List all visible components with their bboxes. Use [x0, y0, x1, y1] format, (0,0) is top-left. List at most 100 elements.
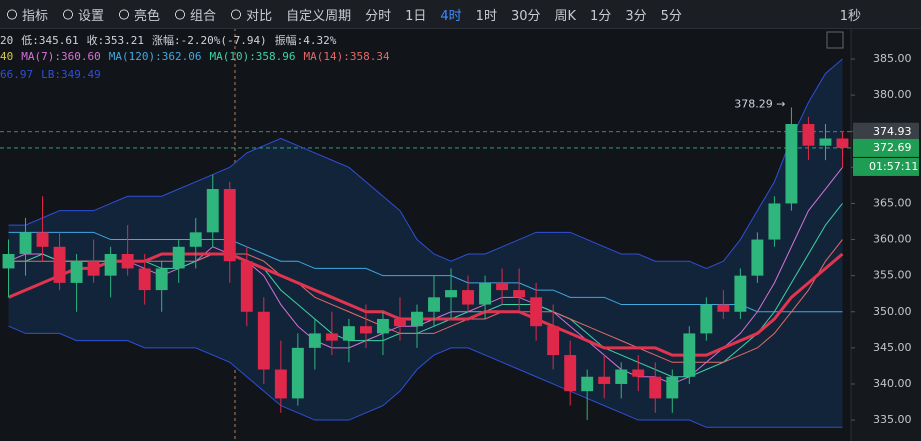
- period-button[interactable]: 分时: [365, 8, 392, 24]
- price-tag: [853, 122, 919, 141]
- period-button[interactable]: 30分: [510, 8, 541, 24]
- candle-body: [274, 369, 287, 399]
- candle-body: [581, 376, 594, 392]
- y-tick-label: 350.00: [873, 305, 912, 318]
- candle-body: [342, 326, 355, 341]
- candle-body: [598, 376, 611, 384]
- period-button[interactable]: 3分: [625, 8, 647, 24]
- candle-body: [53, 246, 66, 283]
- period-button[interactable]: 1分: [590, 8, 612, 24]
- candle-body: [530, 297, 543, 327]
- price-tag: [853, 138, 919, 157]
- y-tick-label: 365.00: [873, 196, 912, 209]
- y-tick-label: 360.00: [873, 233, 912, 246]
- candle-body: [87, 261, 100, 276]
- candle-body: [155, 268, 168, 291]
- price-tag-label: 374.93: [873, 125, 912, 138]
- candle-body: [70, 261, 83, 283]
- candle-body: [189, 232, 202, 247]
- period-menu[interactable]: 自定义周期: [286, 8, 352, 24]
- candle-body: [308, 333, 321, 348]
- candle-body: [683, 333, 696, 377]
- candle-body: [411, 311, 423, 327]
- period-button[interactable]: 1时: [475, 8, 497, 24]
- legend-entry: MA(7):360.60: [21, 50, 101, 63]
- candle-body: [359, 326, 372, 334]
- price-tag-label: 372.69: [873, 141, 912, 154]
- candle-body: [479, 282, 492, 305]
- candle-body: [649, 376, 662, 399]
- candle-body: [615, 369, 628, 384]
- legend-entry: MA(120):362.06: [108, 50, 202, 63]
- candle-body: [700, 304, 713, 334]
- candle-body: [291, 347, 304, 399]
- band-fill: [8, 59, 843, 428]
- candle-body: [836, 138, 849, 148]
- info-text: 振幅:4.32%: [274, 34, 337, 47]
- high-annotation: 378.29 →: [734, 97, 785, 110]
- tool-button[interactable]: 组合: [174, 4, 217, 24]
- legend-row: 66.97 LB:349.49: [0, 68, 109, 81]
- candle-body: [666, 376, 679, 399]
- y-tick-label: 380.00: [873, 88, 912, 101]
- countdown-tag: [853, 157, 919, 176]
- refresh-rate[interactable]: 1秒: [839, 8, 861, 24]
- candle-body: [734, 275, 747, 312]
- y-tick-label: 340.00: [873, 377, 912, 390]
- tool-button[interactable]: 指标: [6, 4, 49, 24]
- info-row: 20 低:345.61 收:353.21 涨幅:-2.20%(-7.94) 振幅:4.3…: [0, 32, 344, 48]
- candle-body: [768, 203, 781, 240]
- indicator-line: [7, 252, 844, 357]
- tool-button[interactable]: 亮色: [118, 4, 161, 24]
- candle-body: [240, 261, 253, 312]
- candle-body: [547, 326, 560, 356]
- candle-body: [257, 311, 270, 370]
- info-text: 收:353.21: [86, 34, 144, 47]
- candle-body: [138, 268, 151, 291]
- indicator-line: [8, 325, 843, 428]
- candle-body: [104, 253, 117, 276]
- period-button[interactable]: 4时: [440, 8, 462, 24]
- candle-body: [325, 333, 338, 341]
- legend-entry: 66.97: [0, 68, 34, 81]
- candle-body: [121, 253, 134, 269]
- candle-body: [445, 290, 457, 298]
- legend-entry: MA(10):358.96: [209, 50, 296, 63]
- legend-entry: LB:349.49: [41, 68, 101, 81]
- period-button[interactable]: 周K: [554, 8, 577, 24]
- candle-body: [223, 189, 236, 262]
- indicator-line: [8, 58, 843, 269]
- axis-bg: [851, 28, 921, 441]
- info-text: 40: [0, 50, 14, 63]
- info-text: 20: [0, 34, 14, 47]
- candle-body: [802, 124, 815, 146]
- period-button[interactable]: 5分: [660, 8, 682, 24]
- candle-body: [564, 355, 577, 392]
- candle-body: [19, 232, 32, 254]
- tool-button[interactable]: 设置: [62, 4, 105, 24]
- candle-body: [785, 124, 798, 204]
- legend-entry: MA(14):358.34: [303, 50, 390, 63]
- candle-body: [462, 290, 475, 305]
- period-button[interactable]: 1日: [405, 8, 427, 24]
- info-text: 低:345.61: [21, 34, 79, 47]
- info-text: 涨幅:-2.20%(-7.94): [151, 34, 267, 47]
- candle-body: [717, 304, 730, 312]
- candle-body: [376, 318, 389, 334]
- y-tick-label: 385.00: [873, 52, 912, 65]
- candle-body: [2, 253, 15, 269]
- candle-body: [206, 189, 219, 233]
- candle-body: [751, 239, 764, 276]
- indicator-line: [8, 203, 843, 378]
- legend-row: 40 MA(7):360.60 MA(120):362.06 MA(10):358.9…: [0, 50, 398, 63]
- y-tick-label: 335.00: [873, 413, 912, 426]
- countdown-label: 01:57:11: [869, 160, 918, 173]
- y-tick-label: 355.00: [873, 269, 912, 282]
- candle-body: [394, 318, 406, 327]
- tool-button[interactable]: 对比: [230, 4, 273, 24]
- fullscreen-icon[interactable]: [826, 31, 844, 49]
- candle-body: [428, 297, 440, 312]
- candle-body: [36, 232, 49, 247]
